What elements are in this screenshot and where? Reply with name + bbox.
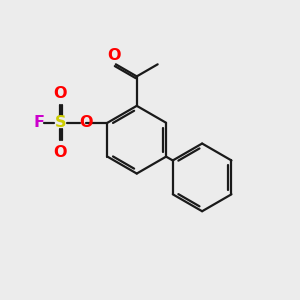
- Text: O: O: [54, 86, 67, 101]
- Text: O: O: [108, 48, 121, 63]
- Text: F: F: [34, 115, 45, 130]
- Text: S: S: [55, 115, 66, 130]
- Text: O: O: [54, 145, 67, 160]
- Text: O: O: [80, 115, 93, 130]
